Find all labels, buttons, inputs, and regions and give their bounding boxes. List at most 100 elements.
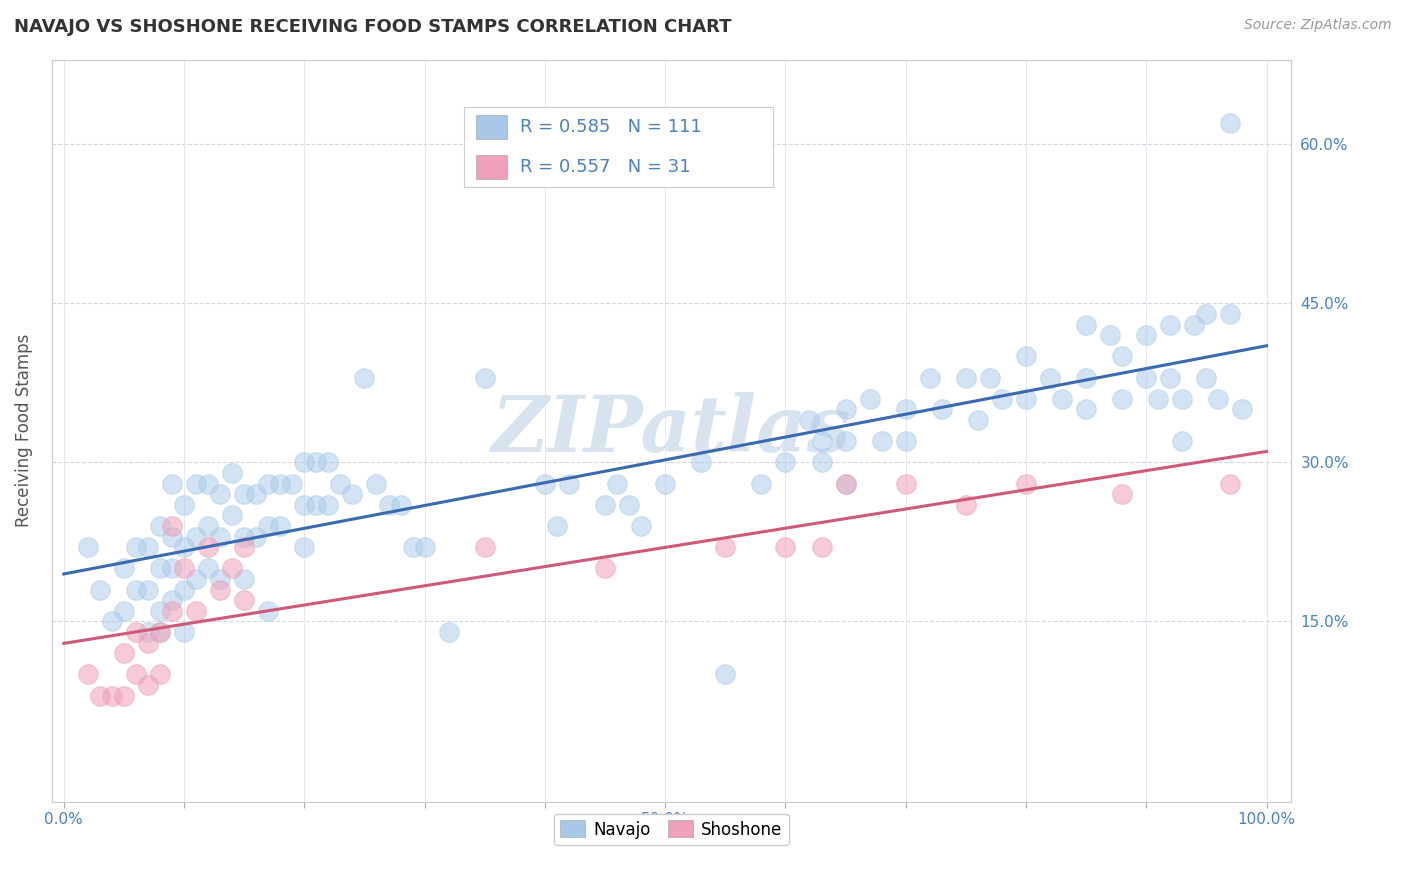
Point (233, 572, 256, 586)
Point (160, 530, 183, 544)
Text: NAVAJO VS SHOSHONE RECEIVING FOOD STAMPS CORRELATION CHART: NAVAJO VS SHOSHONE RECEIVING FOOD STAMPS… (14, 18, 731, 36)
Point (1219, 116, 1241, 130)
Point (1074, 318, 1097, 332)
Point (136, 582, 159, 597)
Point (1074, 370, 1097, 384)
Point (534, 476, 557, 491)
Point (197, 540, 219, 554)
Point (799, 413, 821, 427)
Point (318, 498, 340, 512)
Point (101, 689, 124, 703)
Point (894, 434, 917, 449)
Point (149, 624, 172, 639)
Point (810, 540, 832, 554)
Point (112, 561, 135, 575)
Y-axis label: Receiving Food Stamps: Receiving Food Stamps (15, 334, 32, 527)
Point (292, 455, 315, 469)
Point (184, 476, 207, 491)
Point (558, 476, 581, 491)
Point (125, 624, 148, 639)
Point (1135, 328, 1157, 343)
Point (101, 615, 124, 629)
Point (654, 476, 676, 491)
Point (474, 370, 496, 384)
Point (991, 392, 1014, 406)
Point (751, 476, 773, 491)
Point (209, 582, 232, 597)
Point (184, 572, 207, 586)
Point (437, 624, 460, 639)
Point (149, 604, 172, 618)
Point (257, 604, 280, 618)
Point (1050, 392, 1073, 406)
Point (173, 582, 195, 597)
Point (209, 530, 232, 544)
Point (221, 466, 243, 480)
Point (630, 519, 652, 533)
Point (859, 392, 882, 406)
Point (305, 455, 328, 469)
Point (149, 561, 172, 575)
Point (1111, 392, 1133, 406)
Point (221, 508, 243, 523)
Point (593, 498, 616, 512)
Point (606, 476, 628, 491)
Text: R = 0.557   N = 31: R = 0.557 N = 31 (520, 158, 690, 177)
Point (1208, 392, 1230, 406)
Legend: Navajo, Shoshone: Navajo, Shoshone (554, 814, 789, 846)
Point (546, 519, 568, 533)
Point (1135, 370, 1157, 384)
Point (931, 402, 953, 417)
Point (353, 370, 375, 384)
Point (269, 519, 291, 533)
Point (810, 434, 832, 449)
Point (233, 530, 256, 544)
Point (112, 689, 135, 703)
Point (149, 667, 172, 681)
Point (834, 476, 856, 491)
Point (401, 540, 423, 554)
Point (136, 635, 159, 649)
Point (125, 540, 148, 554)
Point (870, 434, 893, 449)
Point (269, 476, 291, 491)
Point (1015, 476, 1038, 491)
Point (714, 540, 737, 554)
Point (810, 455, 832, 469)
Point (967, 413, 990, 427)
Point (305, 498, 328, 512)
Point (136, 624, 159, 639)
Point (413, 540, 436, 554)
Text: ZIPatlas: ZIPatlas (492, 392, 851, 469)
Text: Source: ZipAtlas.com: Source: ZipAtlas.com (1244, 18, 1392, 32)
Point (281, 476, 304, 491)
Point (76, 667, 98, 681)
Point (955, 370, 977, 384)
Point (112, 604, 135, 618)
Point (1159, 318, 1181, 332)
FancyBboxPatch shape (477, 155, 508, 179)
Point (1099, 328, 1122, 343)
Point (76, 540, 98, 554)
Point (714, 667, 737, 681)
Point (173, 561, 195, 575)
Point (894, 402, 917, 417)
Point (209, 572, 232, 586)
Point (1111, 487, 1133, 501)
Point (1219, 476, 1241, 491)
Point (257, 519, 280, 533)
Point (173, 498, 195, 512)
Point (834, 402, 856, 417)
Point (1074, 402, 1097, 417)
Point (593, 561, 616, 575)
Point (136, 540, 159, 554)
Point (474, 540, 496, 554)
Point (233, 487, 256, 501)
Point (149, 624, 172, 639)
Point (389, 498, 412, 512)
Point (125, 582, 148, 597)
Point (617, 498, 640, 512)
Point (377, 498, 399, 512)
Point (1015, 392, 1038, 406)
Point (245, 487, 267, 501)
